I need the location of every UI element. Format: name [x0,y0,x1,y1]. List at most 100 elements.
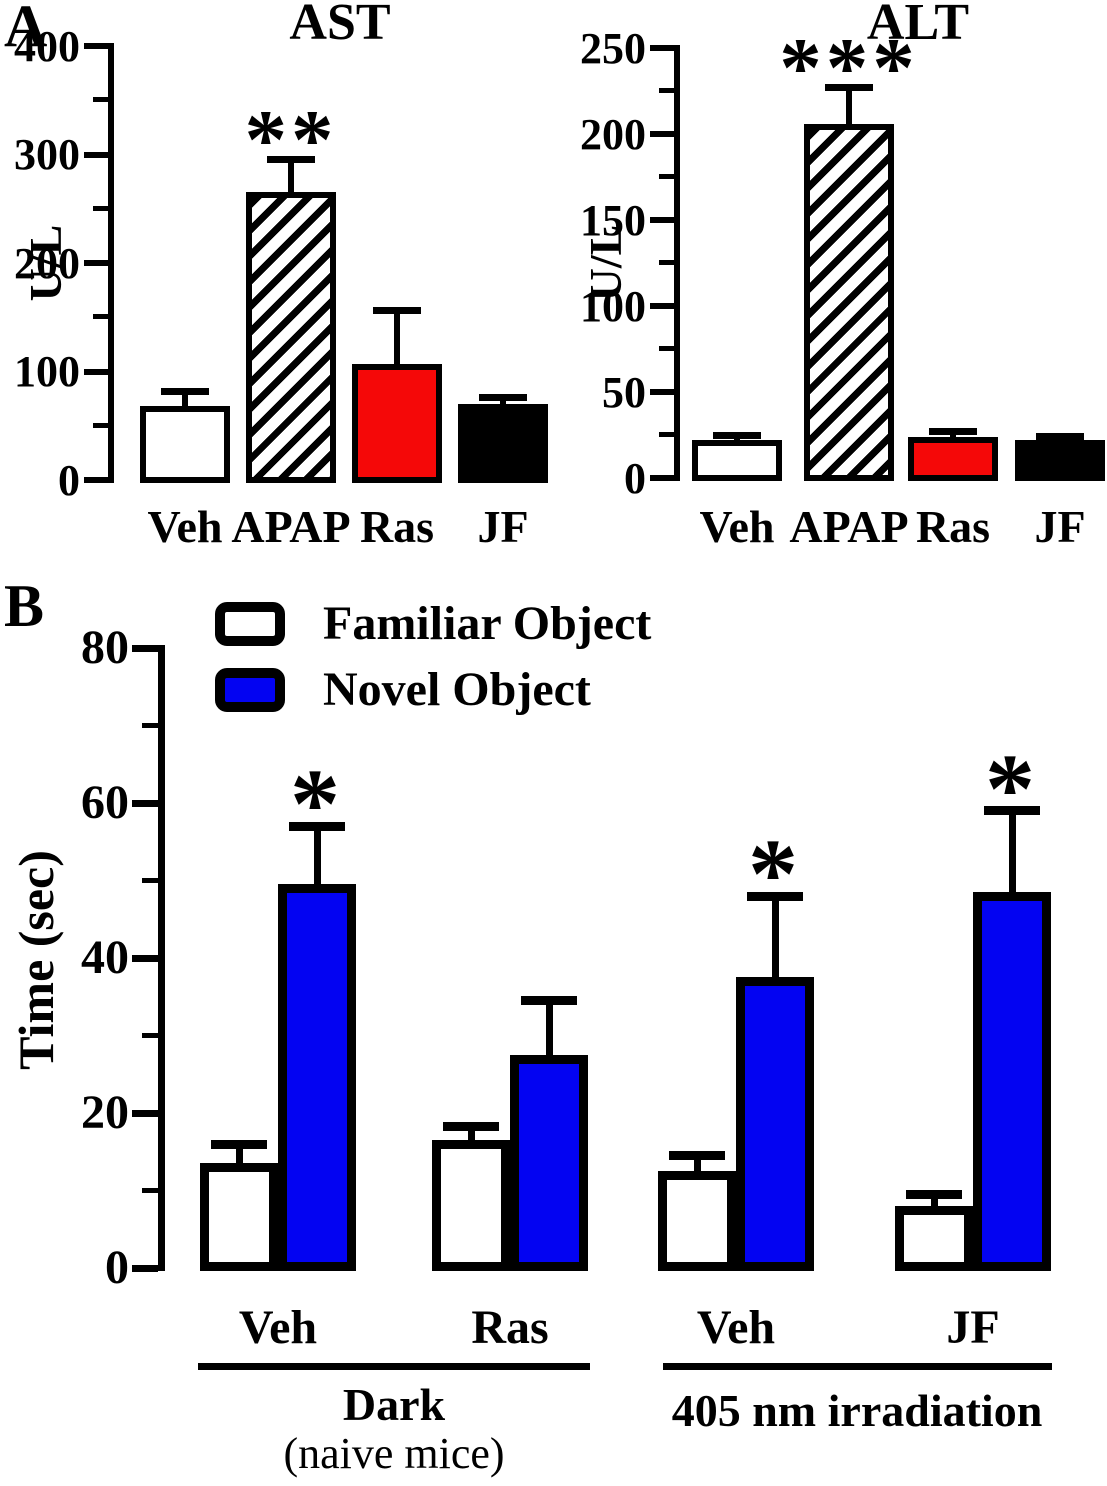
y-major-tick [84,368,108,375]
y-major-tick [84,151,108,158]
bar-veh-novel [736,977,814,1271]
error-bar-stem [500,397,506,409]
y-minor-tick [93,205,108,211]
error-bar-cap [1036,433,1084,441]
legend-swatch-blue [215,668,285,712]
error-bar-cap [669,1151,725,1161]
error-bar-cap [825,84,873,92]
y-axis-label: U/L [580,224,631,302]
y-major-tick [132,954,158,962]
ast-bar-chart: 0 100 200 300 400 U/L AST Veh ** APAP Ras JF [0,0,560,560]
y-tick-label: 40 [81,931,129,985]
y-major-tick [650,217,674,223]
error-bar-cap [443,1122,499,1132]
category-label: JF [477,501,529,552]
section-sublabel: (naive mice) [283,1429,505,1478]
category-label: APAP [789,501,909,552]
novel-object-recognition-chart: 0 20 40 60 80 Time (sec) Familiar Object Novel … [0,560,1107,1486]
bar-veh-familiar [658,1171,736,1271]
error-bar-cap [906,1189,962,1199]
chart-title: ALT [866,0,970,51]
error-bar-stem [1008,810,1016,897]
y-tick-label: 200 [14,238,80,288]
y-major-tick [84,43,108,49]
y-minor-tick [93,97,108,103]
category-label: Veh [699,501,775,552]
error-bar-stem [545,1000,553,1059]
error-bar-cap [373,307,421,315]
y-tick-label: 50 [602,367,646,417]
y-tick-label: 100 [14,347,80,397]
y-tick-label: 200 [580,109,646,159]
bar-veh [140,406,230,483]
y-tick-label: 250 [580,23,646,73]
y-tick-label: 300 [14,130,80,180]
y-major-tick [650,475,674,481]
error-bar-stem [235,1144,243,1168]
chart-title: AST [289,0,391,51]
error-bar-stem [771,896,779,982]
y-minor-tick [142,722,158,728]
bar-veh [692,440,782,481]
y-major-tick [650,303,674,309]
y-tick-label: 0 [105,1241,129,1295]
error-bar-cap [747,891,803,901]
y-tick-label: 400 [14,21,80,71]
bar-veh-familiar [200,1163,278,1271]
bar-apap [804,123,894,481]
legend-label: Familiar Object [323,597,652,650]
y-major-tick [132,1109,158,1117]
y-major-tick [84,477,108,483]
error-bar-stem [467,1126,475,1145]
y-minor-tick [142,877,158,883]
y-major-tick [132,644,158,652]
category-label: Ras [359,501,435,552]
category-label: JF [946,1301,1000,1354]
y-minor-tick [142,1187,158,1193]
y-minor-tick [659,432,674,437]
alt-bar-chart: 0 50 100 150 200 250 U/L ALT Veh *** APAP Ras JF [560,0,1107,560]
section-underline [198,1363,590,1370]
y-tick-label: 150 [580,195,646,245]
bar-veh-novel [278,884,356,1271]
y-major-tick [84,260,108,266]
y-axis [158,645,165,1271]
y-minor-tick [659,346,674,351]
y-tick-label: 80 [81,621,129,675]
y-minor-tick [659,260,674,265]
bar-ras [908,436,998,481]
category-label: Veh [147,501,223,552]
error-bar-stem [950,431,956,441]
significance-marker: *** [779,20,919,115]
bar-apap [246,192,336,483]
y-axis [108,43,114,483]
legend-swatch-white [215,602,285,646]
error-bar-stem [1057,436,1063,445]
error-bar-stem [693,1155,701,1176]
legend-label: Novel Object [323,663,591,716]
error-bar-cap [289,821,345,831]
error-bar-cap [521,996,577,1006]
panel-b-label: B [4,573,45,639]
y-tick-label: 0 [58,455,80,505]
error-bar-cap [929,428,977,436]
y-tick-label: 100 [580,281,646,331]
error-bar-stem [182,391,188,411]
y-minor-tick [659,88,674,93]
error-bar-stem [930,1194,938,1210]
section-underline [663,1363,1052,1370]
error-bar-cap [713,431,761,439]
y-tick-label: 60 [81,776,129,830]
error-bar-cap [267,156,315,164]
category-label: JF [1034,501,1086,552]
y-axis-label: U/L [20,224,71,302]
error-bar-stem [734,435,740,445]
section-label: 405 nm irradiation [671,1385,1043,1436]
significance-marker: * [985,732,1039,844]
category-label: Ras [471,1301,549,1354]
y-minor-tick [93,422,108,428]
category-label: Ras [915,501,991,552]
significance-marker: * [748,818,802,929]
error-bar-cap [479,394,527,402]
